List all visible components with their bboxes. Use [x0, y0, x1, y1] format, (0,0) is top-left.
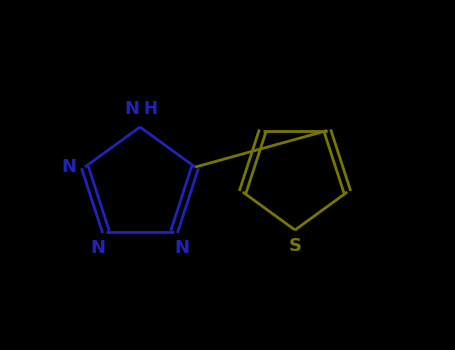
Text: N: N	[125, 100, 140, 118]
Text: H: H	[143, 100, 157, 118]
Text: N: N	[175, 239, 190, 257]
Text: N: N	[61, 158, 76, 176]
Text: S: S	[288, 237, 302, 255]
Text: N: N	[91, 239, 106, 257]
